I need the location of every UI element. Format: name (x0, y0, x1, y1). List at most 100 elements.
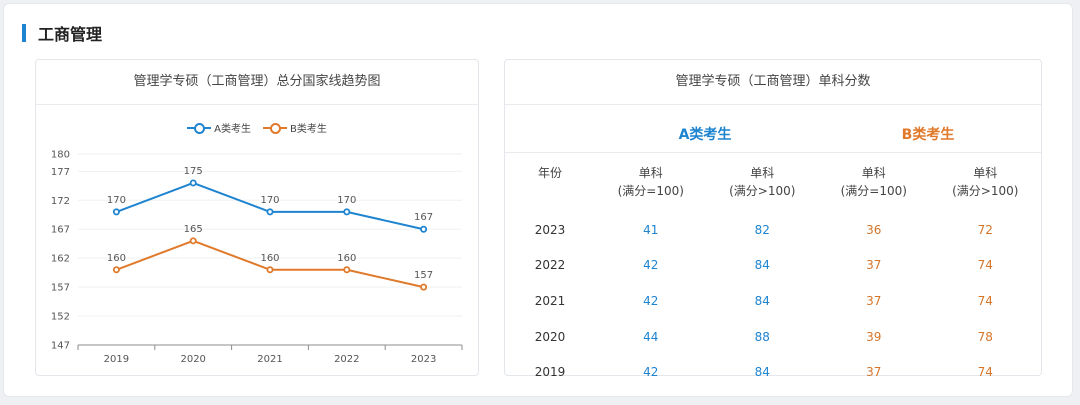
y-tick-label: 157 (51, 283, 70, 294)
trend-chart-panel: 管理学专硕（工商管理）总分国家线趋势图 A类考生 B类考生 147 152 157 1… (35, 59, 479, 376)
x-tick-label: 2021 (257, 354, 282, 365)
chart-legend: A类考生 B类考生 (36, 120, 478, 135)
data-label: 157 (414, 270, 433, 281)
section-header: 工商管理 (22, 22, 102, 44)
y-tick-label: 172 (51, 196, 70, 207)
data-point (343, 208, 351, 216)
table-row: 2019 42 84 37 74 (505, 354, 1041, 390)
data-label: 160 (107, 253, 126, 264)
y-tick-label: 167 (51, 225, 70, 236)
cell-year: 2019 (534, 365, 566, 380)
cell-year: 2021 (534, 293, 566, 308)
table-divider (505, 152, 1041, 153)
header-year: 年份 (537, 166, 562, 180)
series-line-b (116, 239, 424, 289)
header-a1-line2: (满分=100) (617, 184, 684, 198)
header-a2-line1: 单科 (750, 166, 775, 180)
cell-b2: 78 (977, 329, 993, 344)
section-title: 工商管理 (38, 25, 103, 44)
cell-year: 2020 (534, 329, 566, 344)
data-point (112, 266, 120, 274)
header-a2: 单科 (满分>100) (707, 160, 819, 212)
data-label: 165 (184, 224, 203, 235)
x-tick-label: 2019 (104, 354, 129, 365)
legend-swatch-b (262, 122, 287, 134)
scores-panel: 管理学专硕（工商管理）单科分数 A类考生 B类考生 年份 单科 (满分=100)… (504, 59, 1042, 379)
group-b-label: B类考生 (901, 127, 955, 143)
y-tick-label: 177 (51, 167, 70, 178)
header-b1-line2: (满分=100) (840, 184, 907, 198)
legend-label-a: A类考生 (214, 124, 251, 135)
cell-a1: 42 (643, 258, 659, 273)
data-point (420, 225, 428, 233)
data-label: 160 (260, 253, 279, 264)
data-label: 160 (337, 253, 356, 264)
group-a-label: A类考生 (678, 127, 732, 143)
y-tick-label: 147 (51, 341, 70, 352)
data-point (189, 237, 197, 245)
x-tick-label: 2020 (180, 354, 205, 365)
cell-a2: 88 (754, 329, 770, 344)
header-b1-line1: 单科 (861, 166, 886, 180)
header-a1: 单科 (满分=100) (595, 160, 707, 212)
cell-b2: 74 (977, 365, 993, 380)
header-b2: 单科 (满分>100) (930, 160, 1042, 212)
legend-label-b: B类考生 (289, 124, 327, 135)
cell-year: 2023 (534, 222, 566, 237)
cell-b1: 37 (866, 365, 882, 380)
x-tick-label: 2022 (334, 354, 359, 365)
table-row: 2020 44 88 39 78 (505, 319, 1041, 355)
trend-chart-svg: 147 152 157 162 167 172 177 180 2019 2020 2021 2022… (51, 150, 463, 365)
scores-table: 年份 单科 (满分=100) 单科 (满分>100) 单科 (满分=100) (505, 160, 1041, 390)
cell-a1: 41 (643, 222, 659, 237)
cell-b1: 37 (866, 258, 882, 273)
header-b2-line2: (满分>100) (952, 184, 1019, 198)
cell-a1: 44 (643, 329, 659, 344)
cell-b2: 74 (977, 293, 993, 308)
header-b2-line1: 单科 (973, 166, 998, 180)
cell-a1: 42 (643, 293, 659, 308)
cell-b2: 74 (977, 258, 993, 273)
scores-title: 管理学专硕（工商管理）单科分数 (505, 60, 1041, 105)
y-tick-label: 180 (51, 150, 70, 161)
data-label: 170 (260, 195, 279, 206)
table-row: 2021 42 84 37 74 (505, 283, 1041, 319)
data-point (112, 208, 120, 216)
data-label: 175 (184, 166, 203, 177)
data-point (266, 266, 274, 274)
cell-b1: 36 (866, 222, 882, 237)
legend-swatch-a (187, 122, 212, 134)
cell-a2: 84 (754, 293, 770, 308)
data-point (189, 179, 197, 187)
cell-b1: 39 (866, 329, 882, 344)
data-point (420, 283, 428, 291)
header-a1-line1: 单科 (638, 166, 663, 180)
legend-item-a[interactable]: A类考生 (187, 120, 251, 135)
section-card: 工商管理 管理学专硕（工商管理）总分国家线趋势图 A类考生 B类考生 147 15… (3, 3, 1073, 397)
cell-b2: 72 (977, 222, 993, 237)
cell-a2: 84 (754, 365, 770, 380)
table-row: 2022 42 84 37 74 (505, 248, 1041, 284)
cell-a1: 42 (643, 365, 659, 380)
cell-b1: 37 (866, 293, 882, 308)
cell-a2: 84 (754, 258, 770, 273)
chart-title: 管理学专硕（工商管理）总分国家线趋势图 (36, 60, 478, 105)
y-tick-label: 152 (51, 312, 70, 323)
header-a2-line2: (满分>100) (729, 184, 796, 198)
cell-a2: 82 (754, 222, 770, 237)
y-tick-label: 162 (51, 254, 70, 265)
x-tick-label: 2023 (411, 354, 436, 365)
legend-item-b[interactable]: B类考生 (262, 120, 327, 135)
data-point (266, 208, 274, 216)
table-header-row: 年份 单科 (满分=100) 单科 (满分>100) 单科 (满分=100) (505, 160, 1041, 212)
data-label: 167 (414, 212, 433, 223)
table-row: 2023 41 82 36 72 (505, 212, 1041, 248)
data-point (343, 266, 351, 274)
data-label: 170 (337, 195, 356, 206)
accent-bar (22, 24, 26, 42)
group-header-row: A类考生 B类考生 (505, 114, 1041, 154)
cell-year: 2022 (534, 258, 566, 273)
series-line-a (116, 181, 424, 231)
header-b1: 单科 (满分=100) (818, 160, 930, 212)
data-label: 170 (107, 195, 126, 206)
